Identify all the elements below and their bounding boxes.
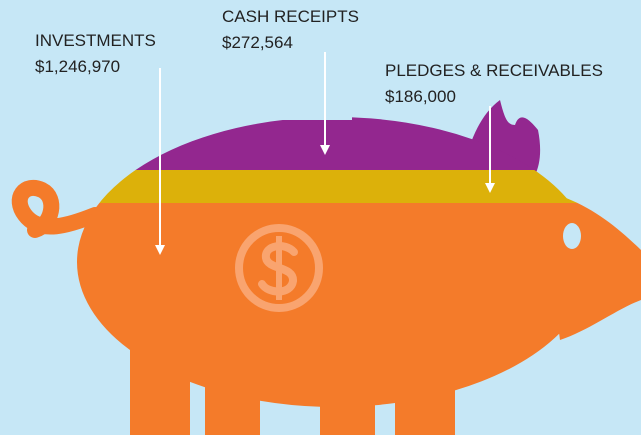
item-label: PLEDGES & RECEIVABLES (385, 61, 603, 80)
item-amount: $1,246,970 (35, 57, 120, 76)
coin-slot (237, 110, 352, 120)
item-amount: $272,564 (222, 33, 293, 52)
item-amount: $186,000 (385, 87, 456, 106)
item-label: CASH RECEIPTS (222, 7, 359, 26)
item-label: INVESTMENTS (35, 31, 156, 50)
piggy-bank-infographic: INVESTMENTS $1,246,970 CASH RECEIPTS $27… (0, 0, 641, 435)
eye (563, 223, 581, 249)
